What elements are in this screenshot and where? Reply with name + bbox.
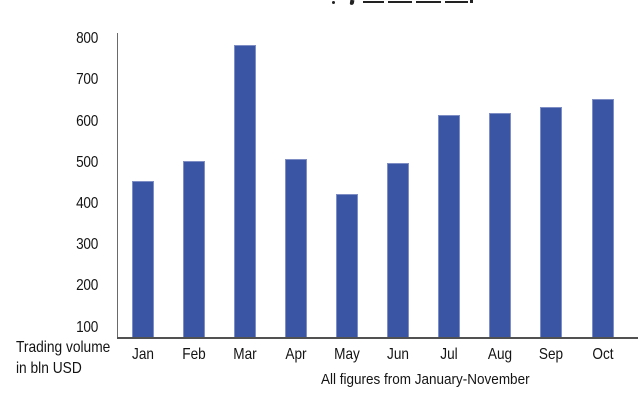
x-tick-label-jun: Jun — [387, 346, 410, 363]
bar-jan — [131, 181, 154, 338]
bar-aug — [489, 113, 512, 338]
y-tick-label-800: 800 — [76, 30, 98, 48]
bar-jul — [438, 115, 461, 338]
y-axis-title: Trading volume in bln USD — [16, 337, 110, 379]
clipped-glyph-dash — [470, 0, 473, 3]
y-tick-label-300: 300 — [76, 236, 98, 254]
x-tick-label-apr: Apr — [285, 346, 307, 363]
clipped-glyph-dash — [445, 1, 468, 3]
y-tick-label-700: 700 — [76, 71, 98, 89]
y-axis-title-line2: in bln USD — [16, 360, 82, 377]
x-tick-label-oct: Oct — [591, 346, 614, 363]
y-tick-label-200: 200 — [76, 277, 98, 295]
bar-oct — [591, 98, 614, 338]
clipped-glyph-dash — [363, 1, 384, 3]
x-tick-label-jul: Jul — [440, 346, 458, 363]
bar-feb — [182, 160, 205, 338]
bar-mar — [233, 45, 256, 338]
x-tick-label-sep: Sep — [539, 346, 564, 363]
y-tick-label-600: 600 — [76, 112, 98, 130]
footnote: All figures from January-November — [321, 371, 530, 388]
bar-may — [335, 193, 358, 338]
x-tick-label-may: May — [334, 346, 360, 363]
x-tick-label-mar: Mar — [233, 346, 257, 363]
x-axis-line — [117, 337, 638, 339]
y-axis-title-line1: Trading volume — [16, 339, 111, 356]
x-tick-label-feb: Feb — [181, 346, 206, 363]
clipped-glyph-dash — [416, 1, 441, 3]
clipped-glyph-dot — [332, 1, 335, 4]
y-axis-line — [117, 33, 118, 338]
y-tick-label-400: 400 — [76, 194, 98, 212]
bar-sep — [540, 107, 563, 338]
clipped-glyph-dash — [388, 1, 412, 3]
bar-apr — [284, 158, 307, 338]
y-tick-label-100: 100 — [76, 318, 98, 336]
y-tick-label-500: 500 — [76, 153, 98, 171]
x-tick-label-aug: Aug — [488, 346, 513, 363]
bar-jun — [387, 162, 410, 338]
x-tick-label-jan: Jan — [131, 346, 154, 363]
clipped-glyph-comma — [349, 0, 355, 6]
